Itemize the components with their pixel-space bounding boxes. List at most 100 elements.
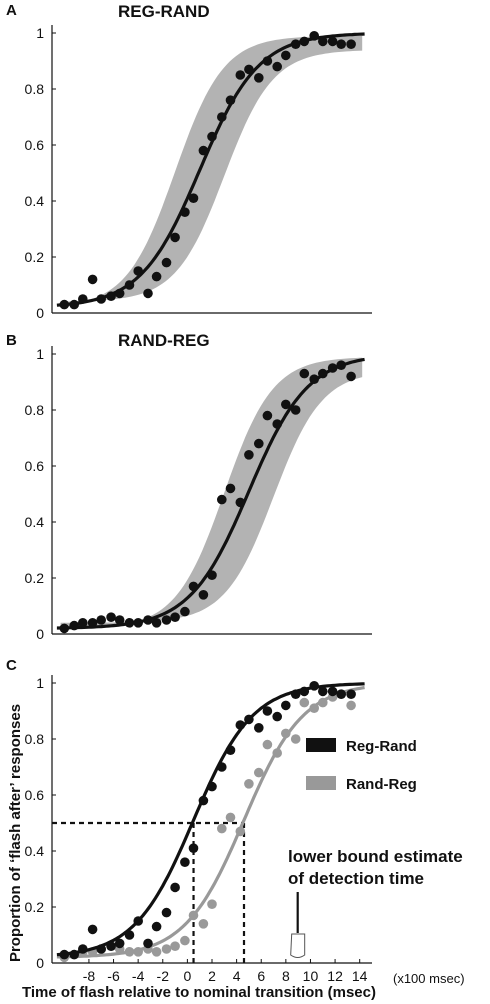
data-point (346, 371, 356, 382)
data-point (96, 294, 106, 304)
confidence-band (60, 35, 363, 306)
data-point (272, 419, 283, 429)
data-point (346, 39, 356, 49)
data-point (151, 271, 162, 282)
x-tick-label: 8 (282, 968, 290, 984)
data-point (235, 826, 246, 837)
legend-swatch (306, 738, 336, 752)
data-point (281, 399, 291, 410)
data-point (161, 615, 172, 625)
data-point (309, 31, 320, 41)
data-point (59, 623, 70, 634)
data-point (327, 36, 338, 47)
x-axis-label: Time of flash relative to nominal transi… (22, 984, 376, 1001)
data-point (272, 711, 283, 722)
x-tick-label: -4 (132, 968, 145, 984)
panel-letter: C (6, 657, 17, 674)
data-point (309, 374, 320, 385)
data-point (198, 590, 209, 600)
data-point (133, 916, 143, 926)
data-point (87, 274, 98, 285)
data-point (180, 207, 190, 217)
data-point (299, 686, 310, 697)
data-point (318, 686, 328, 697)
fit-curve (56, 685, 365, 959)
data-point (124, 930, 135, 940)
data-point (161, 907, 172, 918)
data-point (281, 700, 291, 711)
data-point (96, 944, 106, 954)
panel-c: C 0 0.2 0.4 0.6 0.8 1 -8 -6 -4 -2 0 2 4 6 8 10 12 14 Reg-Ra… (6, 657, 465, 1001)
data-point (78, 294, 88, 304)
data-point (253, 438, 264, 449)
data-point (59, 949, 70, 960)
data-point (161, 257, 172, 268)
x-tick-label: 4 (233, 968, 241, 984)
data-point (207, 899, 217, 909)
data-point (217, 112, 227, 122)
data-point (318, 36, 328, 47)
data-point (207, 781, 217, 792)
data-point (217, 823, 227, 834)
data-point (170, 882, 180, 893)
annotation-line-2: of detection time (288, 869, 424, 888)
data-point (225, 95, 236, 105)
data-point (309, 703, 320, 713)
panel-letter: B (6, 332, 17, 349)
data-point (290, 689, 301, 699)
data-point (272, 61, 283, 72)
data-point (253, 73, 264, 83)
data-point (180, 606, 190, 617)
data-point (143, 938, 153, 949)
y-tick-label: 0 (36, 305, 44, 321)
y-tick-label: 0.8 (25, 731, 45, 747)
data-point (253, 767, 264, 778)
x-tick-label: -8 (83, 968, 96, 984)
data-point (78, 944, 88, 954)
series-0 (56, 357, 365, 634)
y-tick-label: 0 (36, 955, 44, 971)
y-tick-label: 0.6 (25, 458, 45, 474)
series-0 (56, 31, 365, 310)
data-point (198, 145, 209, 156)
y-tick-label: 0.4 (25, 193, 45, 209)
data-point (299, 36, 310, 47)
data-point (188, 910, 199, 921)
data-point (69, 620, 79, 631)
data-point (124, 947, 135, 957)
fit-curve (56, 682, 365, 957)
data-point (225, 812, 236, 823)
y-tick-label: 0 (36, 626, 44, 642)
y-tick-label: 0.2 (25, 249, 45, 265)
data-point (78, 618, 88, 628)
data-point (299, 697, 310, 708)
data-point (235, 720, 246, 730)
data-point (161, 944, 172, 954)
legend-label: Reg-Rand (346, 738, 417, 755)
series-0 (56, 681, 365, 960)
data-point (170, 232, 180, 243)
data-point (290, 405, 301, 415)
legend-label: Rand-Reg (346, 776, 417, 793)
data-point (133, 618, 143, 628)
data-point (327, 686, 338, 697)
data-point (133, 266, 143, 276)
data-point (106, 291, 116, 302)
panel-a: A REG-RAND 0 0.2 0.4 0.6 0.8 1 (6, 2, 372, 321)
data-point (188, 843, 199, 853)
data-point (207, 570, 217, 580)
data-point (235, 497, 246, 508)
data-point (188, 193, 199, 203)
data-point (336, 689, 347, 699)
data-point (217, 762, 227, 772)
data-point (217, 494, 227, 505)
x-tick-label: 6 (257, 968, 265, 984)
legend: Reg-Rand Rand-Reg (306, 738, 417, 793)
x-tick-label: 2 (208, 968, 216, 984)
y-tick-label: 0.6 (25, 787, 45, 803)
data-point (151, 921, 162, 932)
data-point (281, 50, 291, 61)
data-point (318, 368, 328, 379)
y-tick-label: 0.6 (25, 137, 45, 153)
